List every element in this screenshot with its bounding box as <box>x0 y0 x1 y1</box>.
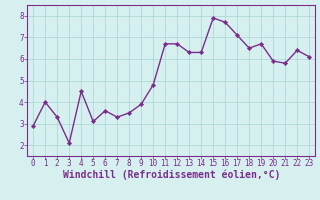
X-axis label: Windchill (Refroidissement éolien,°C): Windchill (Refroidissement éolien,°C) <box>62 170 280 180</box>
